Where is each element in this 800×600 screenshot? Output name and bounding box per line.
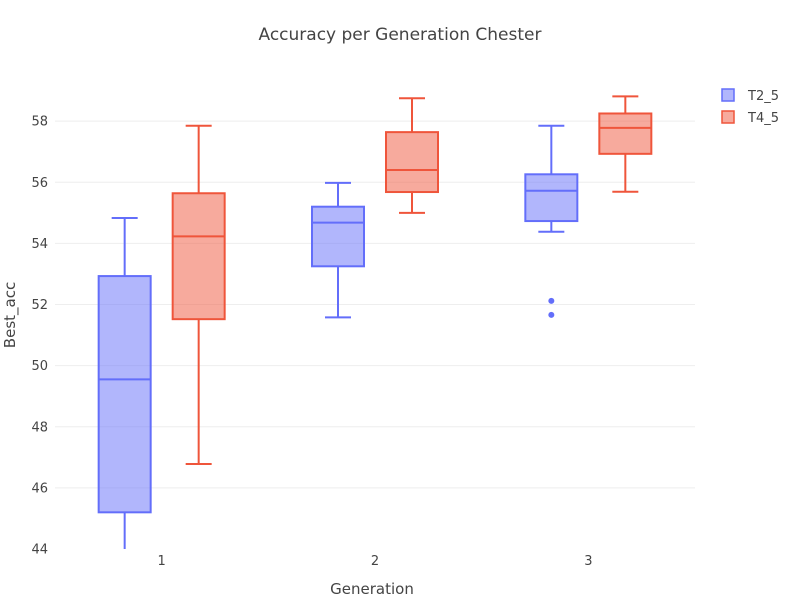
y-tick-label: 48 — [31, 420, 48, 435]
y-tick-label: 58 — [31, 115, 48, 130]
box-body — [97, 275, 152, 514]
outlier-point[interactable] — [548, 297, 555, 304]
legend-item-t2-5[interactable]: T2_5 — [721, 88, 779, 104]
box-body — [171, 192, 226, 321]
y-tick-label: 56 — [31, 176, 48, 191]
x-tick-labels: 1 2 3 — [158, 554, 593, 569]
outlier-point[interactable] — [548, 311, 555, 318]
legend-label-t2-5: T2_5 — [747, 89, 779, 104]
y-tick-labels: 44 46 48 50 52 54 56 58 — [31, 115, 48, 558]
grid — [55, 120, 695, 489]
box-t2-5-gen-1[interactable] — [97, 217, 152, 549]
x-tick-label: 1 — [158, 554, 166, 569]
x-tick-label: 2 — [371, 554, 379, 569]
legend-swatch-t4-5 — [721, 110, 735, 124]
legend[interactable]: T2_5 T4_5 — [721, 88, 779, 126]
x-tick-label: 3 — [584, 554, 592, 569]
box-t4-5-gen-3[interactable] — [598, 95, 653, 193]
legend-label-t4-5: T4_5 — [747, 111, 779, 126]
chart-title: Accuracy per Generation Chester — [259, 25, 542, 45]
box-t2-5-gen-3[interactable] — [524, 124, 579, 318]
y-tick-label: 54 — [31, 237, 48, 252]
y-tick-label: 50 — [31, 359, 48, 374]
box-body — [598, 112, 653, 155]
y-axis-label: Best_acc — [1, 282, 20, 348]
box-body — [311, 205, 365, 268]
legend-swatch-t2-5 — [721, 88, 735, 102]
y-tick-label: 46 — [31, 481, 48, 496]
box-body — [385, 131, 439, 194]
box-t4-5-gen-1[interactable] — [171, 124, 226, 466]
y-tick-label: 52 — [31, 298, 48, 313]
legend-item-t4-5[interactable]: T4_5 — [721, 110, 779, 126]
box-t4-5-gen-2[interactable] — [385, 97, 439, 214]
box-t2-5-gen-2[interactable] — [311, 181, 365, 319]
y-tick-label: 44 — [31, 543, 48, 558]
x-axis-label: Generation — [330, 580, 414, 598]
boxes — [97, 95, 653, 549]
box-body — [524, 173, 579, 223]
